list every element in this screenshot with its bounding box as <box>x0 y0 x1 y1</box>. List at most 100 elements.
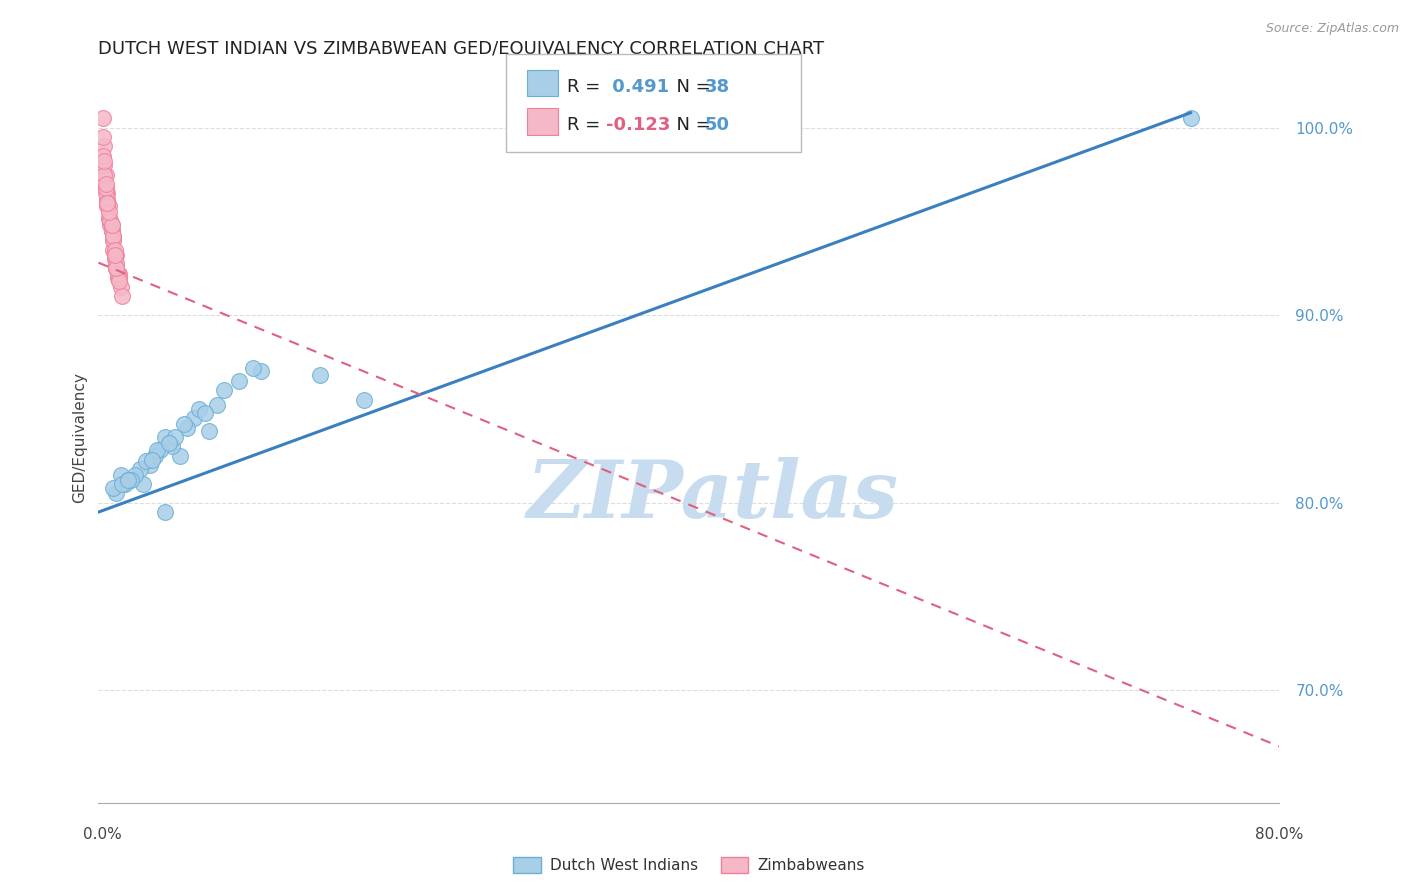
Point <box>107 267 129 281</box>
Point <box>198 425 221 439</box>
Point <box>103 243 125 257</box>
Point <box>162 440 183 454</box>
Point <box>205 398 228 412</box>
Point <box>104 243 127 257</box>
Point <box>135 454 157 468</box>
Point <box>120 473 142 487</box>
Point <box>1180 112 1202 126</box>
Point <box>104 248 127 262</box>
Point <box>93 139 115 153</box>
Text: 38: 38 <box>704 78 730 95</box>
Point <box>98 218 121 232</box>
Point <box>117 473 139 487</box>
Point <box>97 211 120 225</box>
Text: 0.0%: 0.0% <box>83 827 122 841</box>
Point <box>94 168 117 182</box>
Point <box>93 154 115 169</box>
Point <box>96 195 118 210</box>
Point <box>103 233 125 247</box>
Text: R =: R = <box>567 116 606 134</box>
Point <box>98 214 121 228</box>
Text: DUTCH WEST INDIAN VS ZIMBABWEAN GED/EQUIVALENCY CORRELATION CHART: DUTCH WEST INDIAN VS ZIMBABWEAN GED/EQUI… <box>98 40 824 58</box>
Point <box>91 130 114 145</box>
Legend: Dutch West Indians, Zimbabweans: Dutch West Indians, Zimbabweans <box>508 851 870 880</box>
Point <box>91 112 114 126</box>
Point <box>353 392 375 407</box>
Point <box>157 435 180 450</box>
Point <box>93 158 115 172</box>
Text: 50: 50 <box>704 116 730 134</box>
Point <box>94 186 117 201</box>
Point <box>309 368 332 383</box>
Point <box>228 374 250 388</box>
Point <box>157 435 180 450</box>
Text: R =: R = <box>567 78 606 95</box>
Point <box>124 467 146 482</box>
Point <box>96 186 118 201</box>
Point <box>143 449 166 463</box>
Point <box>93 168 115 182</box>
Point <box>153 430 176 444</box>
Point <box>187 401 209 416</box>
Point <box>100 218 122 232</box>
Point <box>250 364 273 378</box>
Point <box>110 467 132 482</box>
Point <box>108 274 131 288</box>
Point <box>97 199 120 213</box>
Point <box>176 420 198 434</box>
Point <box>111 477 134 491</box>
Text: -0.123: -0.123 <box>606 116 671 134</box>
Point <box>117 473 139 487</box>
Point <box>97 205 120 219</box>
Text: Source: ZipAtlas.com: Source: ZipAtlas.com <box>1265 22 1399 36</box>
Point <box>114 477 136 491</box>
Point <box>94 180 117 194</box>
Point <box>153 505 176 519</box>
Point <box>100 224 122 238</box>
Point <box>103 229 125 244</box>
Point <box>105 486 128 500</box>
Point <box>104 248 127 262</box>
Point <box>107 270 129 285</box>
Point <box>104 252 127 266</box>
Point <box>105 261 128 276</box>
Point <box>105 261 128 276</box>
Point <box>98 214 121 228</box>
Point <box>165 430 187 444</box>
Point <box>103 229 125 244</box>
Point <box>139 458 162 473</box>
Point <box>100 218 122 232</box>
Point <box>212 383 235 397</box>
Point <box>96 192 118 206</box>
Point <box>149 443 172 458</box>
Point <box>94 180 117 194</box>
Point <box>194 406 217 420</box>
Point <box>98 214 121 228</box>
Text: ZIPatlas: ZIPatlas <box>526 457 898 534</box>
Text: N =: N = <box>665 78 717 95</box>
Point <box>100 224 122 238</box>
Point <box>242 360 264 375</box>
Point <box>132 477 155 491</box>
Text: 80.0%: 80.0% <box>1256 827 1303 841</box>
Point <box>108 267 131 281</box>
Point <box>105 261 128 276</box>
Point <box>108 270 131 285</box>
Point <box>94 177 117 191</box>
Point <box>169 449 191 463</box>
Point <box>103 233 125 247</box>
Point <box>146 443 169 458</box>
Point <box>111 289 134 303</box>
Point <box>96 195 118 210</box>
Point <box>91 149 114 163</box>
Text: N =: N = <box>665 116 717 134</box>
Y-axis label: GED/Equivalency: GED/Equivalency <box>72 372 87 502</box>
Point <box>103 481 125 495</box>
Point <box>173 417 195 431</box>
Text: 0.491: 0.491 <box>606 78 669 95</box>
Point <box>183 411 205 425</box>
Point <box>105 248 128 262</box>
Point <box>97 211 120 225</box>
Point <box>110 280 132 294</box>
Point <box>141 452 163 467</box>
